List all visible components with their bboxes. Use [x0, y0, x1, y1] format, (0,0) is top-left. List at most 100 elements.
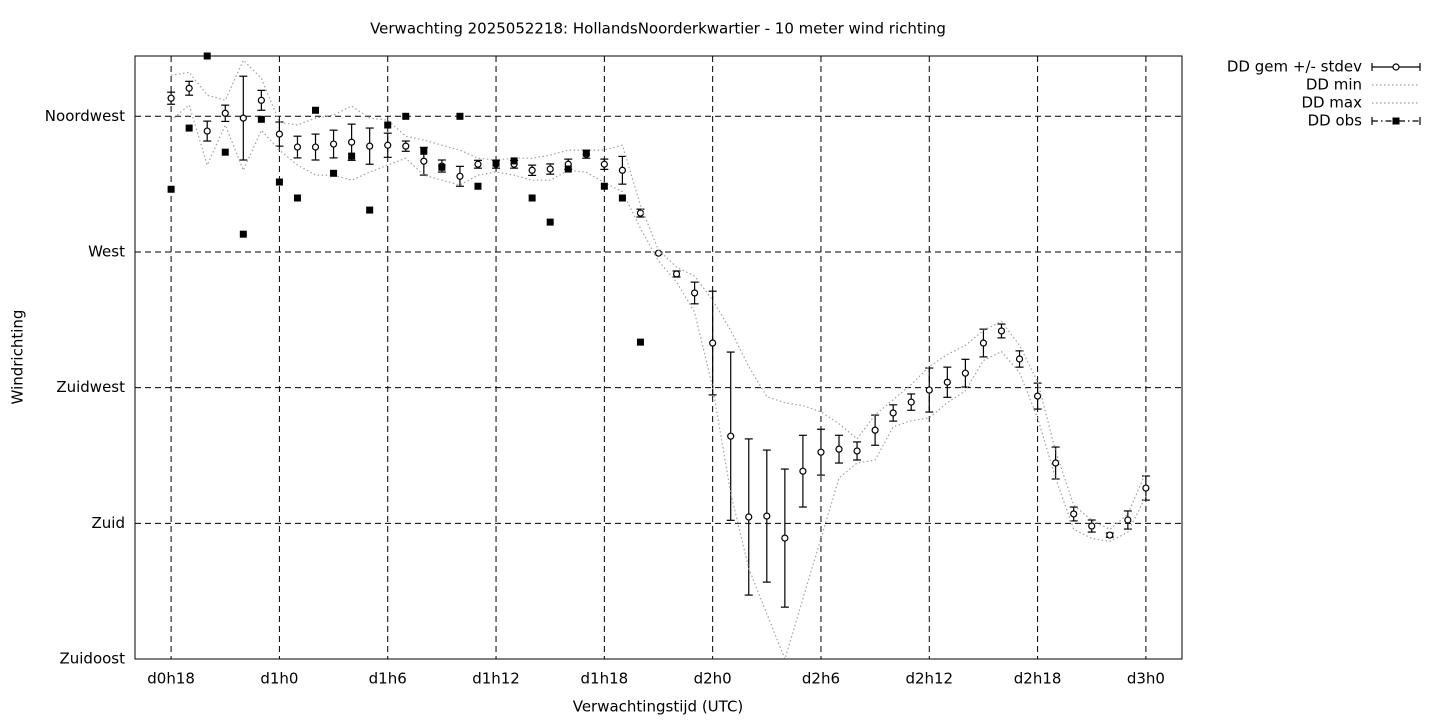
mean-point	[384, 141, 392, 149]
mean-point	[1106, 531, 1114, 539]
obs-point	[618, 194, 626, 202]
obs-point	[438, 163, 446, 171]
plot-frame	[134, 55, 1183, 660]
x-tick-label: d2h12	[905, 670, 953, 688]
obs-point	[492, 159, 500, 167]
mean-point	[402, 142, 410, 150]
mean-point	[654, 249, 663, 257]
obs-point	[330, 169, 338, 177]
mean-point	[203, 127, 211, 135]
mean-point	[925, 386, 933, 394]
mean-point	[853, 447, 861, 455]
mean-point	[618, 166, 626, 174]
legend-label: DD obs	[1308, 112, 1363, 130]
obs-point	[185, 124, 193, 132]
y-tick-label: Zuid	[92, 514, 125, 532]
mean-point	[185, 84, 193, 92]
mean-point	[329, 140, 338, 148]
mean-point	[1088, 522, 1096, 530]
x-tick-label: d1h18	[581, 670, 629, 688]
mean-point	[474, 160, 482, 168]
mean-point	[275, 130, 284, 138]
mean-point	[943, 378, 951, 386]
obs-point	[510, 157, 518, 165]
y-tick-label: Noordwest	[45, 107, 125, 125]
obs-point	[384, 121, 392, 129]
x-tick-label: d1h0	[260, 670, 298, 688]
obs-point	[402, 112, 410, 120]
obs-point	[564, 165, 572, 173]
mean-point	[691, 289, 699, 297]
x-tick-label: d0h18	[147, 670, 195, 688]
mean-point	[528, 166, 536, 174]
x-tick-label: d2h18	[1014, 670, 1062, 688]
obs-point	[257, 115, 265, 123]
chart-title: Verwachting 2025052218: HollandsNoorderk…	[370, 20, 946, 38]
mean-point	[672, 270, 681, 278]
mean-point	[997, 327, 1006, 335]
mean-point	[1015, 355, 1024, 363]
mean-point	[889, 409, 897, 417]
mean-point	[239, 114, 247, 122]
mean-point	[709, 339, 717, 347]
x-tick-label: d2h0	[694, 670, 732, 688]
x-axis-label: Verwachtingstijd (UTC)	[573, 698, 744, 716]
obs-point	[221, 148, 229, 156]
obs-point	[420, 147, 428, 155]
mean-point	[1070, 510, 1078, 518]
legend-label: DD min	[1306, 76, 1362, 94]
mean-point	[979, 339, 988, 347]
mean-point	[167, 94, 175, 102]
mean-point	[636, 209, 645, 217]
obs-point	[312, 106, 320, 114]
mean-point	[348, 138, 356, 146]
obs-point	[582, 149, 590, 157]
obs-point	[474, 182, 482, 190]
obs-point	[366, 206, 374, 214]
obs-point	[636, 338, 644, 346]
mean-point	[456, 172, 464, 180]
mean-point	[727, 432, 735, 440]
x-tick-label: d1h12	[472, 670, 520, 688]
obs-point	[348, 152, 356, 160]
obs-point	[293, 194, 301, 202]
mean-point	[745, 513, 753, 521]
mean-point	[871, 426, 879, 434]
legend-label: DD gem +/- stdev	[1227, 58, 1362, 76]
obs-point	[167, 185, 175, 193]
x-tick-label: d2h6	[802, 670, 840, 688]
mean-point	[546, 165, 554, 173]
legend-label: DD max	[1301, 94, 1362, 112]
obs-point	[546, 218, 554, 226]
y-tick-label: Zuidoost	[59, 650, 125, 668]
obs-point	[528, 194, 536, 202]
mean-point	[907, 398, 915, 406]
obs-point	[203, 52, 211, 60]
mean-point	[1033, 392, 1042, 400]
y-axis-label: Windrichting	[9, 310, 27, 405]
mean-point	[1052, 459, 1060, 467]
mean-point	[817, 448, 825, 456]
range-line	[171, 59, 1147, 531]
legend-swatch	[1392, 117, 1400, 125]
mean-point	[799, 467, 807, 475]
y-tick-label: West	[88, 242, 125, 260]
obs-point	[239, 230, 247, 238]
x-tick-label: d3h0	[1127, 670, 1165, 688]
y-tick-label: Zuidwest	[56, 378, 125, 396]
obs-point	[456, 112, 464, 120]
mean-point	[221, 109, 229, 117]
mean-point	[257, 96, 265, 104]
mean-point	[420, 157, 428, 165]
obs-point	[275, 178, 283, 186]
mean-point	[600, 160, 608, 168]
mean-point	[961, 369, 969, 377]
mean-point	[835, 445, 843, 453]
mean-point	[1142, 484, 1150, 492]
mean-point	[763, 512, 771, 520]
x-tick-label: d1h6	[369, 670, 407, 688]
obs-point	[600, 182, 608, 190]
mean-point	[1124, 516, 1132, 524]
